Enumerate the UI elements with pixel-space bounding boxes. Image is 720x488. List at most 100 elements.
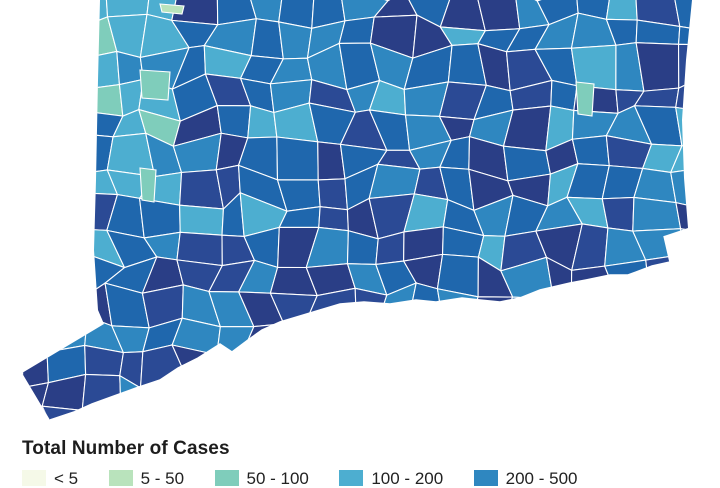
- town-region: [305, 378, 353, 418]
- town-region: [605, 0, 638, 21]
- town-region: [138, 197, 181, 239]
- legend-item-bin-3: 100 - 200: [339, 470, 443, 488]
- town-region: [635, 42, 680, 92]
- town-region: [39, 58, 82, 91]
- town-region: [238, 377, 285, 420]
- town-region: [38, 285, 89, 332]
- town-region: [666, 344, 692, 376]
- legend-label: 100 - 200: [371, 469, 444, 488]
- town-region: [368, 163, 421, 200]
- legend-item-bin-2: 50 - 100: [214, 469, 309, 488]
- town-region: [479, 341, 507, 392]
- town-region: [146, 415, 182, 420]
- town-region: [139, 69, 171, 101]
- legend-swatch: [22, 470, 46, 486]
- town-region: [249, 419, 285, 420]
- town-region: [705, 283, 720, 324]
- town-region: [540, 379, 582, 418]
- town-region: [700, 0, 720, 30]
- town-region: [207, 377, 251, 420]
- choropleth-map: [22, 0, 720, 421]
- town-region: [302, 314, 357, 358]
- town-region: [614, 409, 650, 420]
- town-region: [377, 314, 411, 360]
- town-region: [667, 321, 692, 348]
- legend: Total Number of Cases < 5 5 - 50 50 - 10…: [22, 438, 712, 488]
- town-region: [216, 326, 255, 358]
- town-region: [238, 356, 286, 391]
- town-region: [22, 0, 52, 21]
- town-region: [81, 409, 122, 420]
- town-region: [22, 282, 57, 332]
- town-region: [78, 83, 124, 117]
- town-region: [677, 25, 692, 46]
- legend-item-bin-1: 5 - 50: [108, 470, 184, 488]
- town-region: [22, 265, 49, 287]
- town-region: [702, 253, 720, 300]
- town-region: [41, 228, 89, 267]
- town-region: [22, 351, 49, 389]
- town-region: [269, 416, 324, 420]
- town-region: [179, 204, 225, 236]
- town-region: [40, 0, 88, 26]
- town-region: [403, 375, 444, 414]
- town-region: [318, 206, 349, 232]
- town-region: [699, 232, 720, 269]
- legend-swatch: [214, 470, 239, 486]
- town-region: [603, 373, 654, 413]
- town-region: [208, 419, 253, 420]
- town-region: [601, 196, 635, 232]
- legend-title: Total Number of Cases: [22, 438, 230, 459]
- town-region: [676, 373, 692, 409]
- town-region: [575, 81, 595, 117]
- legend-swatch: [473, 470, 498, 486]
- town-region: [440, 372, 481, 409]
- town-region: [116, 414, 155, 420]
- town-region: [346, 314, 389, 358]
- town-region: [408, 314, 451, 360]
- town-region: [675, 201, 692, 233]
- town-region: [346, 355, 389, 380]
- town-region: [603, 347, 654, 376]
- town-region: [502, 353, 555, 391]
- town-region: [250, 18, 284, 60]
- town-region: [441, 315, 489, 357]
- legend-label: 200 - 500: [505, 469, 578, 488]
- legend-item-bin-4: 200 - 500: [473, 469, 578, 488]
- town-region: [283, 323, 311, 360]
- town-region: [707, 375, 720, 413]
- town-region: [636, 405, 681, 420]
- town-layer: [22, 0, 720, 420]
- town-region: [403, 355, 451, 379]
- town-region: [276, 136, 319, 181]
- town-region: [705, 322, 720, 358]
- legend-label: 50 - 100: [246, 469, 309, 488]
- town-region: [22, 317, 57, 362]
- legend-label: < 5: [54, 469, 79, 488]
- town-region: [544, 404, 582, 420]
- town-region: [139, 167, 157, 203]
- town-region: [677, 43, 692, 90]
- legend-swatch: [339, 470, 364, 486]
- town-region: [22, 109, 55, 148]
- town-region: [550, 79, 578, 112]
- town-region: [704, 103, 720, 146]
- town-region: [373, 355, 411, 377]
- town-region: [540, 342, 581, 390]
- town-region: [504, 379, 551, 417]
- town-region: [570, 285, 615, 317]
- town-region: [22, 85, 55, 118]
- legend-items: < 5 5 - 50 50 - 100 100 - 200 200 - 500: [22, 470, 603, 488]
- town-region: [645, 253, 684, 290]
- town-region: [707, 45, 720, 83]
- town-region: [78, 50, 121, 91]
- town-region: [47, 110, 91, 144]
- town-region: [471, 315, 505, 356]
- town-region: [305, 408, 339, 420]
- town-region: [502, 296, 555, 323]
- town-region: [379, 408, 421, 420]
- town-region: [645, 345, 684, 375]
- town-region: [38, 253, 89, 303]
- town-region: [469, 407, 515, 420]
- town-region: [41, 405, 90, 420]
